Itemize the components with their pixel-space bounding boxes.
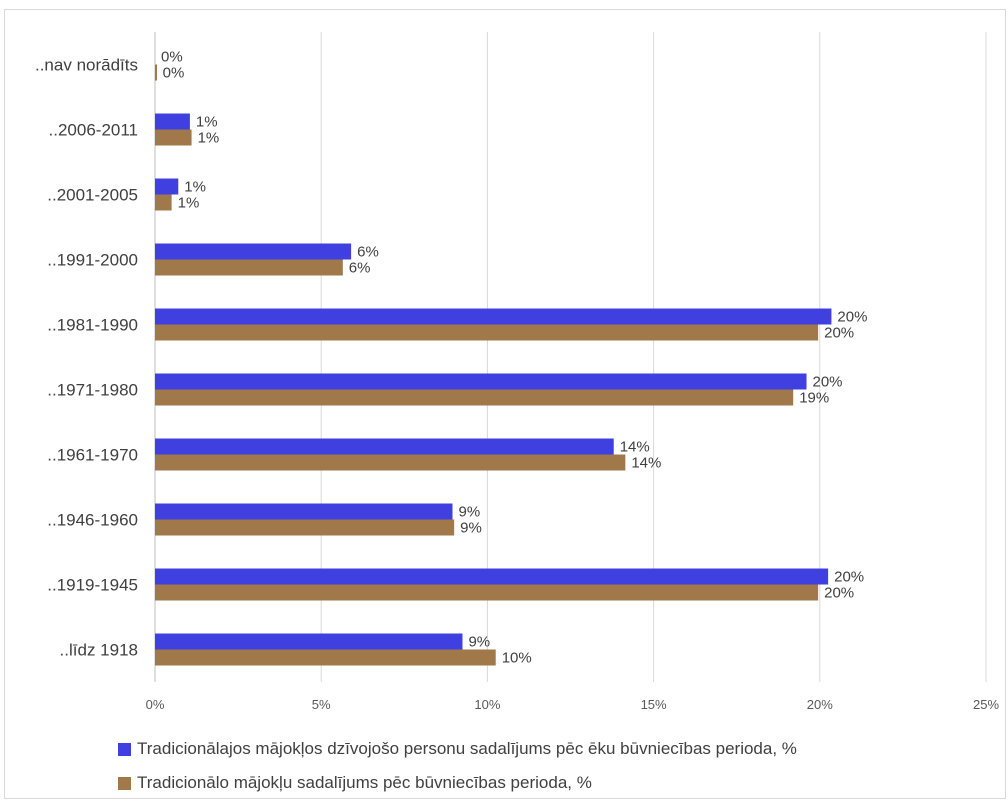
legend-swatch-persons (118, 742, 131, 756)
legend-label-persons: Tradicionālajos mājokļos dzīvojošo perso… (137, 739, 797, 758)
data-label: 14% (620, 439, 650, 456)
data-label: 10% (502, 650, 532, 667)
category-label: ..2001-2005 (47, 186, 138, 205)
bar-series-1 (155, 178, 179, 195)
data-label: 1% (178, 195, 200, 212)
data-label: 6% (349, 260, 371, 277)
x-tick-label: 10% (474, 697, 500, 712)
data-label: 20% (813, 374, 843, 391)
legend-item-dwellings: Tradicionālo mājokļu sadalījums pēc būvn… (118, 766, 797, 800)
legend-label-dwellings: Tradicionālo mājokļu sadalījums pēc būvn… (137, 773, 592, 792)
category-label: ..1961-1970 (47, 446, 138, 465)
category-label: ..līdz 1918 (60, 641, 138, 660)
data-label: 1% (196, 114, 218, 131)
x-tick-label: 15% (641, 697, 667, 712)
legend-swatch-dwellings (118, 776, 131, 790)
bar-series-1 (155, 568, 829, 585)
data-label: 0% (163, 65, 185, 82)
bar-series-2 (155, 454, 626, 471)
data-label: 20% (834, 569, 864, 586)
bar-chart: 0% 5% 10% 15% 20% 25%..nav norādīts 0%0%..2006… (35, 32, 999, 712)
category-label: ..1981-1990 (47, 316, 138, 335)
bar-series-1 (155, 113, 190, 130)
data-label: 9% (458, 504, 480, 521)
bar-series-2 (155, 129, 192, 146)
bar-series-2 (155, 324, 819, 341)
data-label: 14% (631, 455, 661, 472)
bar-series-1 (155, 308, 832, 325)
legend: Tradicionālajos mājokļos dzīvojošo perso… (118, 732, 797, 800)
bar-series-2 (155, 194, 172, 211)
data-label: 19% (799, 390, 829, 407)
bar-series-1 (155, 373, 807, 390)
x-tick-label: 25% (973, 697, 999, 712)
chart-frame (4, 9, 1006, 799)
bar-series-2 (155, 519, 455, 536)
bar-series-1 (155, 243, 352, 260)
x-tick-label: 0% (146, 697, 165, 712)
x-tick-label: 5% (312, 697, 331, 712)
data-label: 20% (824, 585, 854, 602)
category-label: ..2006-2011 (49, 121, 138, 140)
bar-series-2 (155, 389, 794, 406)
bar-series-2 (155, 259, 343, 276)
data-label: 9% (460, 520, 482, 537)
data-label: 20% (837, 309, 867, 326)
data-label: 9% (468, 634, 490, 651)
bar-series-2 (155, 64, 157, 81)
category-label: ..1971-1980 (47, 381, 138, 400)
data-label: 1% (184, 179, 206, 196)
bar-series-2 (155, 649, 496, 666)
data-label: 1% (198, 130, 220, 147)
x-tick-label: 20% (807, 697, 833, 712)
category-label: ..1946-1960 (47, 511, 138, 530)
bar-series-1 (155, 438, 614, 455)
data-label: 6% (357, 244, 379, 261)
data-label: 20% (824, 325, 854, 342)
bar-series-1 (155, 633, 463, 650)
category-label: ..1919-1945 (47, 576, 138, 595)
bar-series-1 (155, 503, 453, 520)
bar-series-1 (155, 49, 157, 65)
bar-series-2 (155, 584, 819, 601)
category-label: ..nav norādīts (35, 56, 138, 75)
data-label: 0% (161, 49, 183, 66)
category-label: ..1991-2000 (47, 251, 138, 270)
legend-item-persons: Tradicionālajos mājokļos dzīvojošo perso… (118, 732, 797, 766)
